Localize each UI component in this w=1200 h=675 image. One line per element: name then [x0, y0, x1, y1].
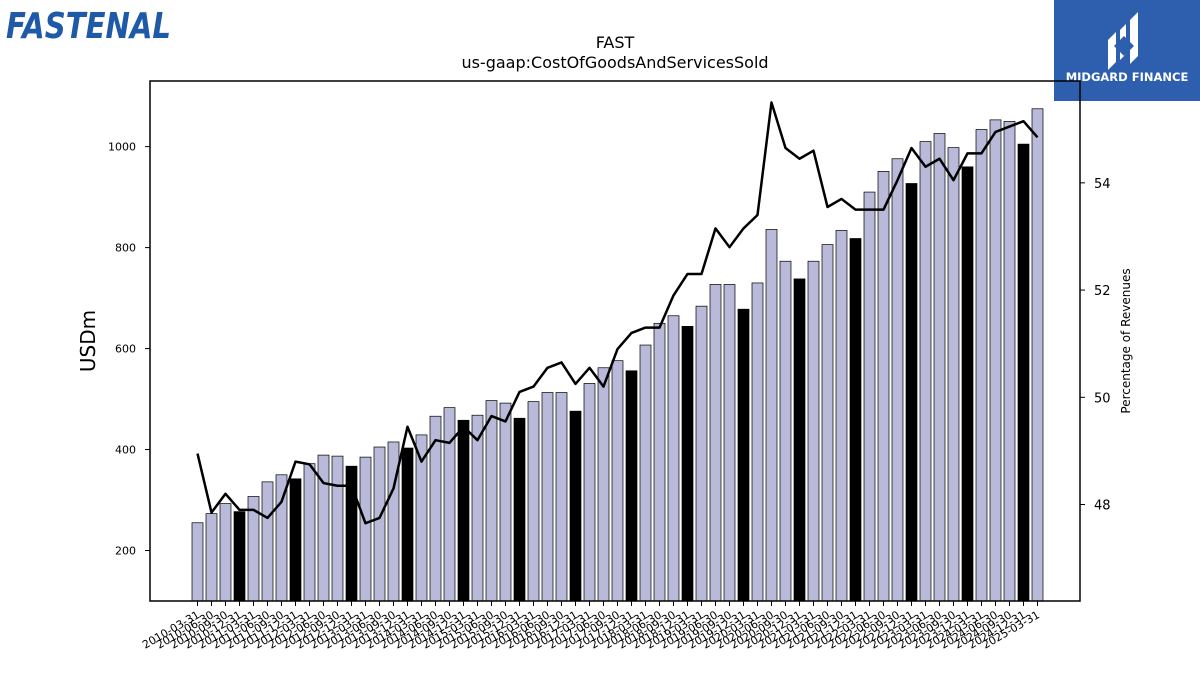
- bar: [331, 455, 344, 602]
- bar: [401, 447, 414, 602]
- midgard-logo-text: MIDGARD FINANCE: [1066, 70, 1189, 84]
- bar: [191, 522, 204, 602]
- bar: [681, 326, 694, 602]
- bar: [499, 402, 512, 602]
- bar: [821, 244, 834, 602]
- chart-title: FAST: [596, 33, 635, 52]
- bar: [457, 419, 470, 602]
- bar: [219, 503, 232, 602]
- bar: [653, 322, 666, 602]
- x-axis-ticks: 2010-03-312010-06-302010-09-302010-12-31…: [140, 601, 1042, 652]
- bar: [849, 238, 862, 602]
- bar: [863, 191, 876, 602]
- percentage-line: [196, 101, 1039, 525]
- bar: [765, 229, 778, 602]
- bar: [751, 282, 764, 602]
- y2-tick-label: 54: [1094, 177, 1111, 192]
- bar: [513, 417, 526, 602]
- bar: [261, 481, 274, 602]
- bar: [695, 305, 708, 602]
- bar: [877, 171, 890, 602]
- bar: [667, 315, 680, 602]
- bar: [527, 401, 540, 602]
- bar: [919, 141, 932, 602]
- midgard-logo-mark-icon: MIDGARD FINANCE: [1066, 12, 1189, 84]
- bar: [639, 344, 652, 602]
- y-axis-label: USDm: [76, 310, 100, 372]
- plot-frame: [149, 80, 1081, 602]
- bar: [233, 511, 246, 602]
- bar: [555, 392, 568, 602]
- bar: [303, 463, 316, 602]
- bar: [359, 456, 372, 602]
- fastenal-logo: FASTENAL: [6, 6, 171, 44]
- fastenal-logo-text: FASTENAL: [6, 6, 171, 44]
- bar: [1017, 143, 1030, 602]
- bar-series: [191, 108, 1044, 602]
- bar: [891, 158, 904, 602]
- y2-tick-label: 52: [1094, 284, 1111, 299]
- bar: [779, 260, 792, 602]
- bar: [709, 284, 722, 602]
- bar: [737, 308, 750, 602]
- bar: [471, 414, 484, 602]
- bar: [289, 478, 302, 602]
- bar: [373, 446, 386, 602]
- bar: [583, 383, 596, 602]
- midgard-finance-logo: MIDGARD FINANCE: [1054, 0, 1200, 101]
- y-tick-label: 1000: [108, 141, 136, 154]
- y-axis-ticks: 200 400 600 800 1000: [108, 141, 150, 558]
- bar: [569, 410, 582, 602]
- y-tick-label: 400: [115, 444, 136, 457]
- bar: [611, 360, 624, 602]
- bar: [835, 230, 848, 602]
- bar: [205, 513, 218, 602]
- bar: [723, 284, 736, 602]
- y2-tick-label: 50: [1094, 391, 1111, 406]
- bar: [597, 367, 610, 602]
- bar: [1031, 108, 1044, 602]
- bar: [989, 119, 1002, 602]
- y-tick-label: 800: [115, 242, 136, 255]
- bar: [947, 147, 960, 602]
- y2-axis-ticks: 48 50 52 54: [1080, 177, 1111, 514]
- bar: [1003, 121, 1016, 602]
- bar: [807, 260, 820, 602]
- bar: [975, 129, 988, 602]
- bar: [905, 183, 918, 602]
- bar: [933, 133, 946, 602]
- bar: [793, 278, 806, 602]
- y-tick-label: 200: [115, 545, 136, 558]
- y2-axis-label: Percentage of Revenues: [1119, 268, 1133, 413]
- bar: [485, 400, 498, 602]
- bar: [961, 166, 974, 602]
- line-series: [196, 101, 1039, 525]
- y-tick-label: 600: [115, 343, 136, 356]
- bar: [625, 370, 638, 602]
- bar: [541, 392, 554, 602]
- y2-tick-label: 48: [1094, 499, 1111, 514]
- chart-subtitle: us-gaap:CostOfGoodsAndServicesSold: [461, 53, 768, 72]
